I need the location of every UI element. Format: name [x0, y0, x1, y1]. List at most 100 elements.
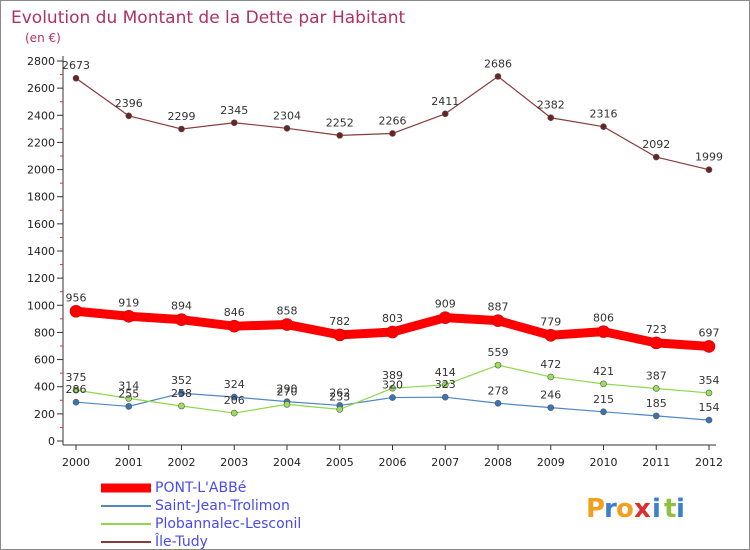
legend-label: Plobannalec-Lesconil — [155, 516, 301, 532]
data-point — [600, 123, 607, 130]
y-tick-label: 1800 — [27, 191, 55, 204]
data-point — [230, 409, 238, 417]
logo-letter: P — [586, 494, 605, 524]
data-point — [597, 325, 610, 338]
x-tick-label: 2008 — [484, 456, 512, 469]
data-point — [705, 416, 713, 424]
x-tick-label: 2009 — [537, 456, 565, 469]
data-point — [230, 119, 238, 127]
data-label: 270 — [277, 385, 298, 398]
data-point — [72, 386, 80, 394]
data-label: 286 — [66, 383, 87, 396]
data-label: 2673 — [62, 59, 90, 72]
data-point — [178, 402, 185, 410]
legend: PONT-L'ABBé Saint-Jean-Trolimon Plobannale… — [101, 480, 301, 549]
data-label: 559 — [488, 346, 509, 359]
logo-letter: i — [676, 494, 685, 524]
data-label: 2092 — [642, 138, 670, 151]
data-label: 2411 — [431, 95, 459, 108]
y-tick-label: 2800 — [27, 55, 55, 68]
series--le-tudy — [72, 73, 713, 174]
data-label: 782 — [329, 315, 350, 328]
data-point — [547, 114, 555, 122]
data-label: 919 — [118, 296, 139, 309]
logo-letter: o — [616, 494, 634, 524]
y-tick-label: 0 — [48, 435, 55, 448]
data-point — [386, 325, 399, 339]
data-point — [336, 132, 344, 139]
data-label: 389 — [382, 369, 403, 382]
data-point — [178, 125, 185, 133]
data-label: 354 — [699, 374, 720, 387]
series-pont-l-abb- — [69, 304, 716, 353]
data-point — [600, 380, 607, 388]
x-tick-label: 2002 — [168, 456, 196, 469]
data-point — [491, 314, 505, 327]
data-point — [72, 398, 80, 406]
data-label: 314 — [118, 379, 139, 392]
y-tick-label: 600 — [34, 354, 55, 367]
x-tick-label: 2006 — [379, 456, 407, 469]
y-tick-label: 2000 — [27, 164, 55, 177]
data-point — [125, 112, 133, 120]
data-point — [705, 389, 713, 397]
data-point — [280, 318, 294, 331]
data-point — [649, 336, 663, 350]
data-point — [333, 328, 347, 342]
y-tick-label: 2200 — [27, 136, 55, 149]
data-point — [389, 130, 396, 137]
data-label: 215 — [593, 393, 614, 406]
axes: 0 200 400 600 800 1000 1200 1400 1600 1800 2000 220… — [27, 55, 723, 469]
legend-label: Île-Tudy — [154, 532, 208, 549]
data-label: 909 — [435, 298, 456, 311]
data-label: 233 — [329, 390, 350, 403]
data-point — [702, 340, 716, 353]
y-tick-label: 1000 — [27, 299, 55, 312]
data-label: 697 — [699, 326, 720, 339]
logo-letter: x — [634, 494, 651, 524]
data-point — [547, 373, 555, 381]
data-point — [283, 401, 291, 408]
data-label: 956 — [66, 291, 87, 304]
logo-letter: i — [652, 494, 661, 524]
data-label: 2382 — [537, 99, 565, 112]
data-label: 894 — [171, 300, 192, 313]
data-point — [125, 403, 133, 410]
data-point — [652, 153, 660, 161]
data-labels: 2673 2396 2299 2345 2304 2252 2266 2411 2686 2382… — [62, 57, 723, 414]
x-tick-label: 2007 — [431, 456, 459, 469]
data-point — [600, 408, 607, 416]
y-tick-label: 800 — [34, 326, 55, 339]
data-label: 2396 — [115, 97, 143, 110]
data-label: 185 — [646, 397, 667, 410]
data-point — [441, 393, 449, 401]
data-point — [652, 385, 660, 392]
data-label: 278 — [488, 384, 509, 397]
x-tick-label: 2000 — [62, 456, 90, 469]
data-label: 352 — [171, 374, 192, 387]
data-point — [178, 389, 185, 397]
y-tick-label: 1600 — [27, 218, 55, 231]
data-label: 887 — [488, 301, 509, 314]
data-point — [389, 394, 396, 401]
data-label: 154 — [699, 401, 720, 414]
data-label: 2252 — [326, 116, 354, 129]
y-tick-label: 1400 — [27, 245, 55, 258]
data-label: 375 — [66, 371, 87, 384]
logo-letter: t — [664, 494, 676, 524]
y-tick-label: 2600 — [27, 82, 55, 95]
data-label: 806 — [593, 312, 614, 325]
data-point — [227, 319, 241, 333]
data-label: 846 — [224, 306, 245, 319]
data-label: 2686 — [484, 57, 512, 70]
x-tick-label: 2011 — [642, 456, 670, 469]
data-label: 803 — [382, 312, 403, 325]
data-label: 246 — [540, 389, 561, 402]
data-point — [494, 361, 502, 369]
y-tick-label: 2400 — [27, 109, 55, 122]
data-point — [125, 395, 133, 402]
chart-subtitle: (en €) — [25, 31, 61, 45]
data-label: 323 — [435, 378, 456, 391]
x-tick-label: 2003 — [220, 456, 248, 469]
